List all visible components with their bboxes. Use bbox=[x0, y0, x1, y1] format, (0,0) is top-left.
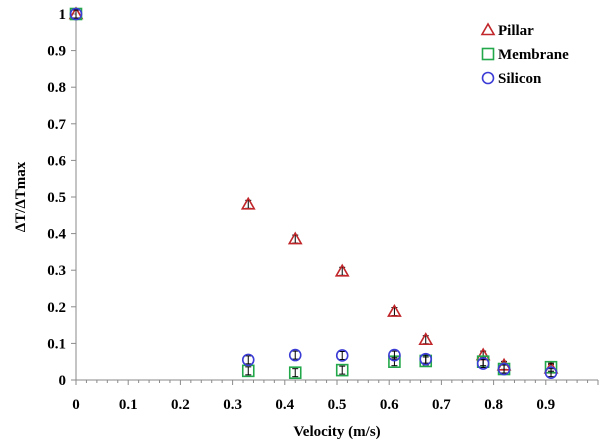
pillar-point bbox=[387, 303, 402, 317]
x-tick-label: 0.7 bbox=[432, 397, 451, 413]
legend-item-silicon: Silicon bbox=[481, 71, 542, 87]
legend-pillar-label: Pillar bbox=[498, 23, 534, 39]
legend-silicon-label: Silicon bbox=[498, 71, 542, 87]
legend-pillar-marker bbox=[480, 22, 496, 36]
pillar-point bbox=[287, 231, 303, 245]
x-tick-label: 0.5 bbox=[328, 397, 347, 413]
y-tick-label: 0.3 bbox=[47, 263, 66, 279]
silicon-point bbox=[388, 348, 401, 362]
legend-item-membrane: Membrane bbox=[481, 47, 569, 63]
series-membrane bbox=[69, 7, 558, 379]
x-tick-label: 0.6 bbox=[380, 397, 399, 413]
y-axis-label: ΔT/ΔTmax bbox=[13, 161, 29, 232]
silicon-point bbox=[419, 352, 433, 366]
y-tick-label: 0.8 bbox=[47, 80, 66, 96]
y-tick-label: 0.5 bbox=[47, 190, 66, 206]
pillar-point bbox=[334, 263, 350, 277]
silicon-point bbox=[476, 357, 490, 370]
silicon-point bbox=[288, 348, 302, 362]
x-tick-label: 0.1 bbox=[119, 397, 138, 413]
pillar-point bbox=[240, 196, 256, 210]
y-tick-label: 0.2 bbox=[47, 300, 66, 316]
series-silicon bbox=[69, 7, 558, 379]
legend: Pillar Membrane Silicon bbox=[480, 22, 569, 87]
membrane-point bbox=[335, 363, 349, 377]
x-tick-label: 0 bbox=[72, 397, 80, 413]
legend-membrane-label: Membrane bbox=[498, 47, 569, 63]
x-tick-label: 0.2 bbox=[171, 397, 190, 413]
pillar-point bbox=[418, 332, 434, 346]
silicon-point bbox=[335, 349, 349, 362]
x-tick-label: 0.9 bbox=[536, 397, 555, 413]
ticks: 0 0.1 0.2 0.3 0.4 0.5 0.6 0.7 0.8 0.9 0 0.1 0.2 0.3 0.… bbox=[47, 7, 599, 413]
legend-item-pillar: Pillar bbox=[480, 22, 534, 39]
y-tick-label: 0.4 bbox=[47, 227, 66, 243]
y-tick-label: 0.7 bbox=[47, 117, 66, 133]
x-tick-label: 0.3 bbox=[223, 397, 242, 413]
silicon-point bbox=[241, 353, 255, 367]
silicon-point bbox=[544, 366, 558, 379]
legend-silicon-marker bbox=[481, 71, 495, 85]
silicon-point bbox=[69, 7, 83, 21]
membrane-point bbox=[288, 366, 302, 379]
data-marks bbox=[68, 6, 559, 379]
series-pillar bbox=[68, 6, 559, 374]
y-tick-label: 0.6 bbox=[47, 153, 66, 169]
y-tick-label: 1 bbox=[59, 7, 67, 23]
x-tick-label: 0.8 bbox=[484, 397, 503, 413]
x-axis-label: Velocity (m/s) bbox=[293, 424, 380, 440]
y-tick-label: 0.9 bbox=[47, 44, 66, 60]
silicon-point bbox=[497, 362, 511, 376]
y-tick-label: 0 bbox=[59, 373, 67, 389]
y-tick-label: 0.1 bbox=[47, 336, 66, 352]
legend-membrane-marker bbox=[481, 47, 495, 61]
axes bbox=[75, 14, 598, 381]
x-tick-label: 0.4 bbox=[275, 397, 294, 413]
